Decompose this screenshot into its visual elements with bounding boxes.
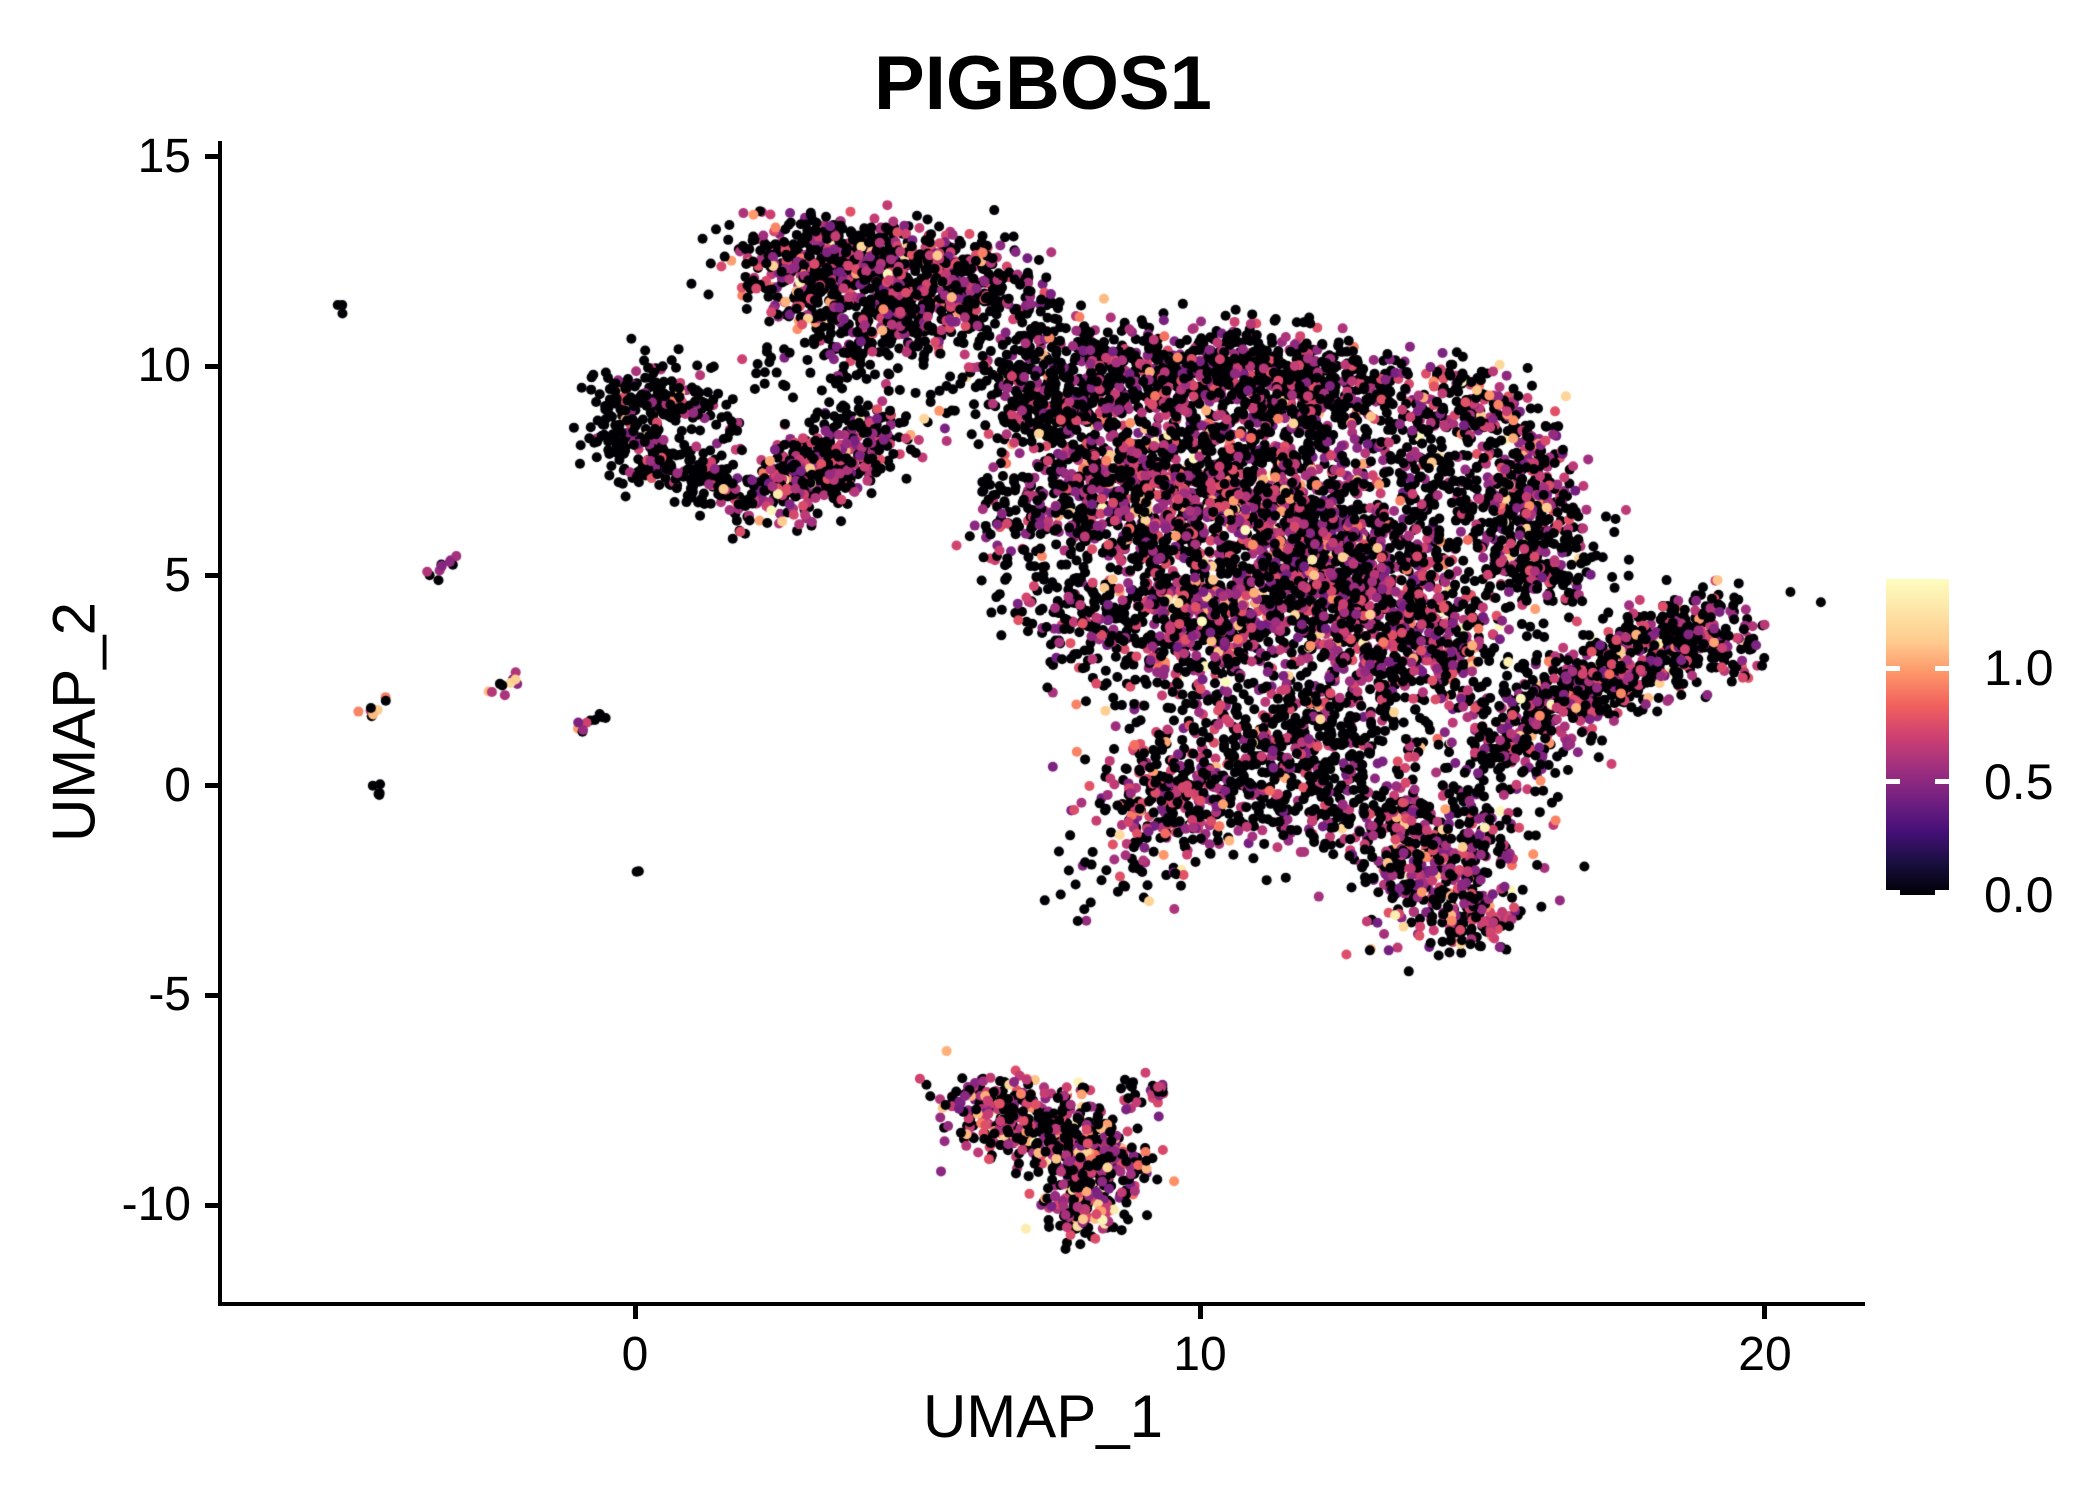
y-tick-label: -10 [121,1178,191,1232]
x-tick-mark [1197,1306,1203,1319]
x-tick-label: 10 [1173,1328,1227,1381]
colorbar-tick-label: 1.0 [1984,640,2054,697]
y-axis-title: UMAP_2 [40,601,108,843]
y-tick-mark [205,363,218,369]
x-tick-label: 20 [1738,1328,1792,1381]
colorbar-tick-label: 0.0 [1984,867,2054,923]
plot-title: PIGBOS1 [874,41,1212,126]
x-tick-mark [1762,1306,1768,1319]
x-tick-label: 0 [621,1328,649,1381]
x-axis-line [218,1302,1865,1306]
x-axis-title: UMAP_1 [922,1383,1164,1450]
colorbar [1886,579,1949,895]
y-axis-line [218,141,222,1306]
colorbar-tick-label: 0.5 [1984,753,2054,810]
colorbar-tick-notch [1935,890,1949,895]
colorbar-tick-notch [1886,779,1900,785]
y-tick-label: -5 [148,968,191,1022]
colorbar-tick-notch [1935,665,1949,671]
colorbar-tick-notch [1886,665,1900,671]
y-tick-mark [205,1202,218,1208]
y-tick-label: 0 [164,758,191,812]
y-tick-label: 15 [137,129,191,183]
y-tick-label: 10 [137,339,191,393]
y-tick-mark [205,573,218,579]
colorbar-tick-notch [1935,779,1949,785]
y-tick-mark [205,992,218,998]
colorbar-tick-notch [1886,890,1900,895]
y-tick-mark [205,154,218,160]
x-tick-mark [632,1306,638,1319]
y-tick-label: 5 [164,548,191,602]
y-tick-mark [205,783,218,789]
